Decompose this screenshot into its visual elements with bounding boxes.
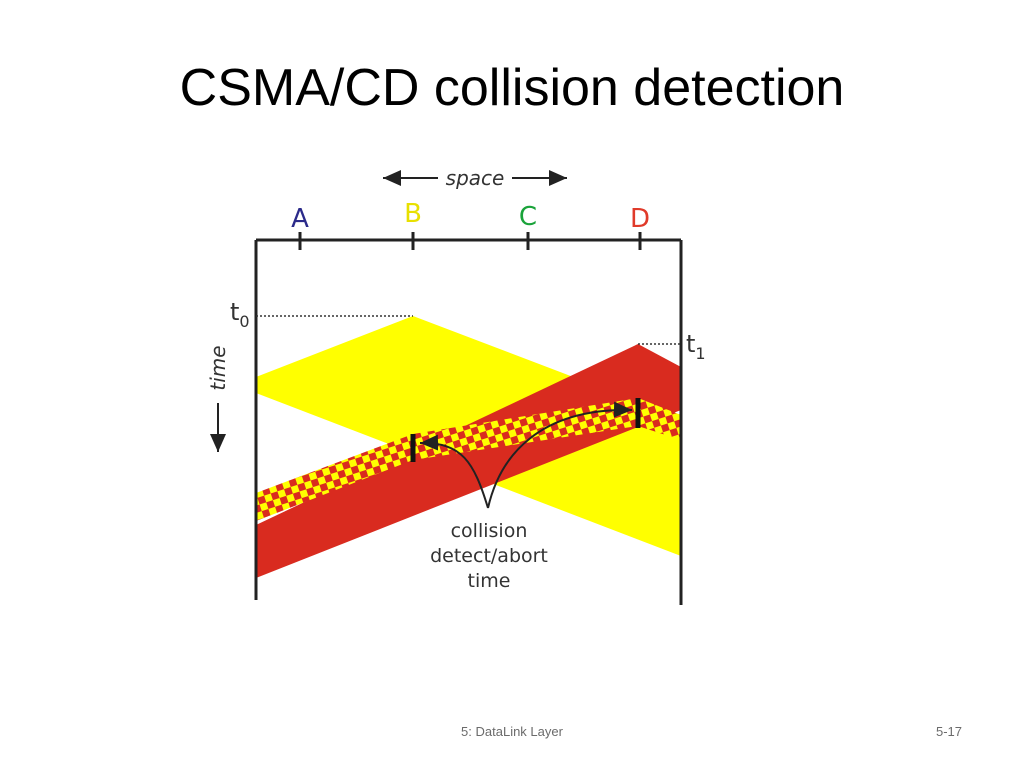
annotation-line-3: time — [468, 570, 511, 592]
annotation-line-2: detect/abort — [430, 545, 548, 567]
node-label-c: C — [519, 202, 537, 232]
slide-title: CSMA/CD collision detection — [179, 59, 845, 117]
annotation-arrow-to-b — [419, 434, 489, 509]
medium-frame — [254, 232, 683, 605]
annotation-line-1: collision — [451, 520, 528, 542]
t1-label: t1 — [686, 330, 706, 363]
t0-label: t0 — [230, 298, 250, 331]
collision-overlap — [256, 398, 681, 521]
node-label-d: D — [630, 204, 650, 234]
space-label: space — [446, 166, 505, 190]
footer-text: 5: DataLink Layer — [461, 724, 563, 739]
annotation-arrow-to-d — [487, 401, 633, 509]
space-axis: space — [383, 166, 567, 190]
node-label-b: B — [404, 199, 422, 229]
time-axis: time — [206, 345, 230, 452]
signal-regions — [256, 316, 681, 578]
time-label: time — [206, 345, 230, 390]
node-label-a: A — [291, 204, 309, 234]
signal-from-d — [256, 344, 681, 578]
page-number: 5-17 — [935, 724, 962, 739]
